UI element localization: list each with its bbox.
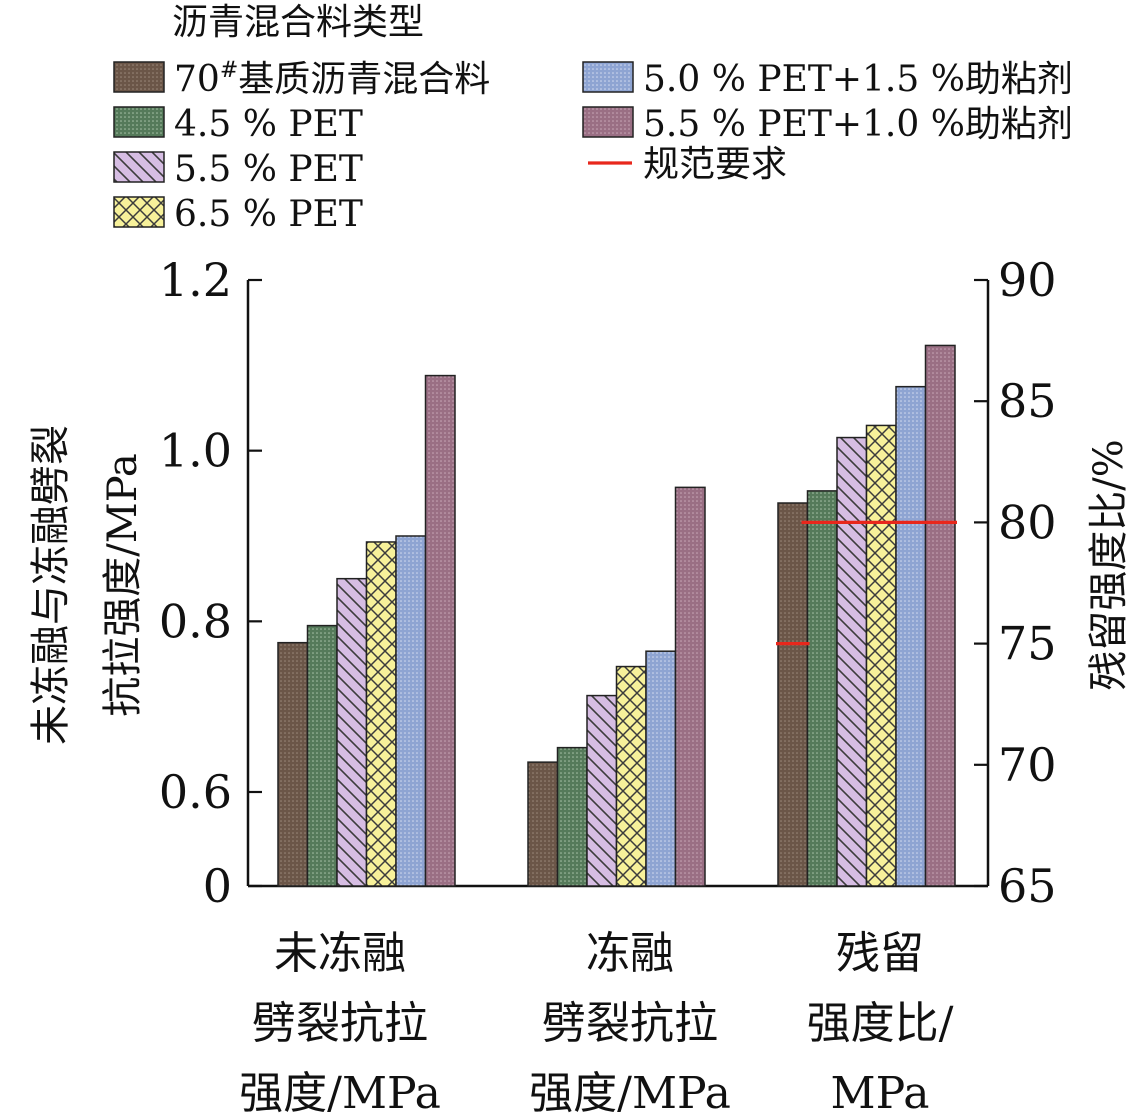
- right-tick-label: 65: [998, 859, 1057, 913]
- left-tick-label: 1.2: [159, 253, 232, 307]
- left-tick-label: 0.8: [159, 594, 232, 648]
- right-tick-label: 85: [998, 374, 1057, 428]
- right-tick-label: 80: [998, 495, 1057, 549]
- legend-label-4: 5.0 % PET+1.5 %助粘剂: [643, 59, 1073, 100]
- legend-swatch-4: [582, 61, 634, 93]
- category-label-1-line-1: 劈裂抗拉: [542, 998, 718, 1049]
- legend-title: 沥青混合料类型: [172, 2, 424, 43]
- bar-series-5-cat-0: [424, 374, 456, 887]
- legend-label-0: 70#基质沥青混合料: [174, 58, 490, 100]
- legend-swatch-0: [113, 61, 165, 93]
- legend-swatch-1: [113, 106, 165, 138]
- legend-swatch-2: [113, 151, 165, 183]
- bar-series-2-cat-0: [336, 577, 368, 887]
- axis-titles: 未冻融与冻融劈裂 抗拉强度/MPa 残留强度比/%: [28, 425, 1132, 745]
- category-label-1-line-0: 冻融: [586, 928, 674, 979]
- category-label-2-line-2: MPa: [831, 1068, 930, 1115]
- bar-series-5-cat-2: [924, 344, 956, 887]
- category-label-0-line-2: 强度/MPa: [239, 1068, 441, 1115]
- bar-series-4-cat-2: [895, 385, 927, 887]
- bar-series-2-cat-2: [836, 436, 868, 887]
- right-tick-label: 70: [998, 738, 1057, 792]
- category-label-0-line-1: 劈裂抗拉: [252, 998, 428, 1049]
- category-label-0-line-0: 未冻融: [274, 928, 406, 979]
- legend-label-superscript: #: [220, 58, 238, 83]
- right-tick-label: 75: [998, 617, 1057, 671]
- bars: [277, 344, 956, 887]
- bar-series-0-cat-2: [777, 502, 809, 887]
- left-axis-title-line-0: 未冻融与冻融劈裂: [28, 425, 74, 745]
- category-label-2-line-0: 残留: [836, 928, 924, 979]
- bar-series-1-cat-0: [306, 624, 338, 887]
- bar-series-3-cat-1: [615, 665, 647, 887]
- bar-series-3-cat-0: [365, 541, 397, 887]
- right-axis-title: 残留强度比/%: [1086, 439, 1132, 690]
- left-tick-label: 1.0: [159, 424, 232, 478]
- legend-swatch-5: [582, 106, 634, 138]
- right-tick-label: 90: [998, 253, 1057, 307]
- left-axis-title-line-1: 抗拉强度/MPa: [100, 453, 146, 716]
- legend-label-2: 5.5 % PET: [174, 149, 363, 190]
- bar-series-4-cat-1: [645, 650, 677, 887]
- legend-label-1: 4.5 % PET: [174, 104, 363, 145]
- bar-series-0-cat-1: [527, 761, 559, 887]
- legend-label-main: 70: [174, 59, 220, 100]
- left-tick-label: 0: [203, 859, 232, 913]
- left-tick-label: 0.6: [159, 765, 232, 819]
- bar-series-5-cat-1: [674, 486, 706, 887]
- bar-series-1-cat-2: [806, 490, 838, 887]
- legend-label-spec: 规范要求: [643, 144, 787, 185]
- bar-series-4-cat-0: [395, 535, 427, 887]
- bar-series-2-cat-1: [586, 694, 618, 887]
- legend-label-3: 6.5 % PET: [174, 194, 363, 235]
- legend-swatch-3: [113, 196, 165, 228]
- category-label-2-line-1: 强度比/: [807, 998, 954, 1049]
- bar-series-3-cat-2: [865, 424, 897, 887]
- spec-lines: [776, 520, 957, 646]
- legend-label-rest: 基质沥青混合料: [238, 59, 490, 100]
- bar-series-1-cat-1: [556, 746, 588, 887]
- category-label-1-line-2: 强度/MPa: [529, 1068, 731, 1115]
- axes: 0 0.6 0.8 1.0 1.2 65 70 75 80 85 90: [159, 253, 1057, 913]
- legend-label-5: 5.5 % PET+1.0 %助粘剂: [643, 104, 1073, 145]
- bar-series-0-cat-0: [277, 641, 309, 887]
